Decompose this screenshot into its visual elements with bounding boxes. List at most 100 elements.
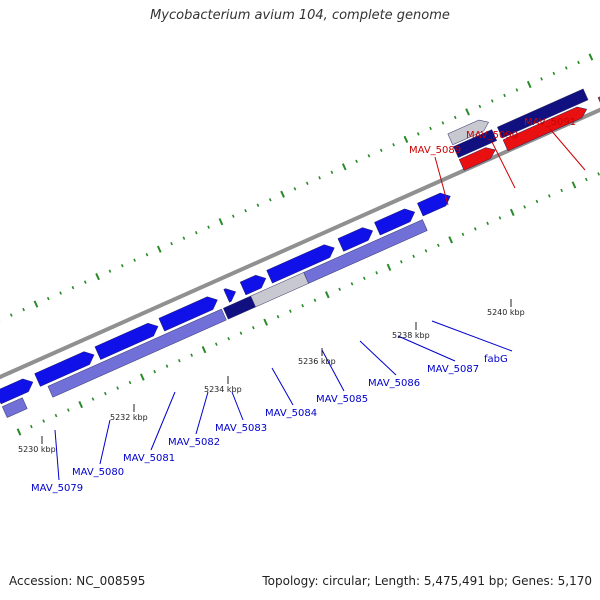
outer-tick <box>83 280 87 284</box>
label-leader <box>321 349 345 392</box>
inner-tick <box>42 419 46 423</box>
outer-tick <box>46 296 50 301</box>
label-leader <box>271 367 294 406</box>
inner-tick <box>190 353 194 357</box>
inner-tick <box>165 364 169 368</box>
gene-label: MAV_5079 <box>31 483 83 494</box>
gene-labels: MAV_5079 MAV_5080 MAV_5081 MAV_5082 MAV_5083… <box>31 117 576 494</box>
outer-tick <box>355 159 358 164</box>
inner-tick <box>448 236 453 244</box>
outer-tick <box>540 77 543 81</box>
inner-tick <box>584 177 588 182</box>
inner-tick <box>276 315 280 319</box>
outer-tick <box>22 307 25 312</box>
gene-label: MAV_5081 <box>123 453 175 464</box>
gene-label: MAV_5084 <box>265 408 317 419</box>
inner-tick <box>301 304 305 308</box>
gene-label: MAV_5082 <box>168 437 220 448</box>
kbp-label: 5236 kbp <box>298 357 336 366</box>
outer-tick <box>318 176 321 180</box>
outer-tick <box>515 88 519 92</box>
outer-tick <box>156 245 162 253</box>
forward-gene <box>34 351 95 387</box>
dark-gene <box>453 129 498 158</box>
inner-tick <box>486 221 489 226</box>
outer-tick <box>490 99 494 103</box>
gene-features <box>0 88 600 418</box>
outer-tick <box>231 214 235 218</box>
inner-tick <box>362 276 366 280</box>
label-leader-red <box>491 141 516 189</box>
label-leader <box>54 429 60 481</box>
inner-tick <box>436 243 440 248</box>
kbp-ticks <box>0 53 600 436</box>
gene-label-red: MAV_5090 <box>466 130 518 141</box>
forward-gene <box>223 288 237 303</box>
reverse-red-gene <box>458 147 496 171</box>
inner-tick <box>288 309 292 313</box>
inner-tick <box>91 397 95 401</box>
outer-tick <box>341 163 347 171</box>
reverse-red-gene <box>502 106 588 152</box>
label-leader <box>397 335 456 362</box>
outer-tick <box>564 66 568 70</box>
kbp-label: 5240 kbp <box>487 308 525 317</box>
label-leaders <box>54 128 586 481</box>
inner-tick <box>239 331 243 335</box>
outer-tick <box>503 93 506 98</box>
kbp-label: 5232 kbp <box>110 413 148 422</box>
outer-tick <box>33 300 39 308</box>
inner-tick <box>350 282 354 286</box>
reverse-gene <box>303 219 428 284</box>
inner-tick <box>153 369 157 374</box>
inner-tick <box>399 260 403 264</box>
gene-label: MAV_5086 <box>368 378 420 389</box>
outer-tick <box>441 121 445 125</box>
topology-summary: Topology: circular; Length: 5,475,491 bp… <box>262 574 592 588</box>
inner-tick <box>78 400 84 409</box>
outer-tick <box>465 108 470 116</box>
inner-tick <box>67 408 70 412</box>
inner-tick <box>375 271 378 275</box>
outer-tick <box>453 115 457 120</box>
inner-tick <box>313 298 317 302</box>
label-leader <box>150 391 176 451</box>
label-leader-red <box>549 128 586 171</box>
inner-tick <box>523 205 526 209</box>
reverse-gene <box>47 308 227 398</box>
outer-tick <box>392 143 395 147</box>
outer-tick <box>71 285 75 290</box>
outer-tick <box>403 135 409 143</box>
inner-tick <box>263 318 269 326</box>
inner-tick <box>547 194 551 198</box>
outer-tick <box>194 231 198 235</box>
forward-gene <box>337 227 374 252</box>
inner-tick <box>201 346 207 354</box>
inner-tick <box>30 424 33 429</box>
inner-tick <box>116 386 120 390</box>
forward-gene <box>374 208 416 236</box>
label-leader-red <box>434 156 449 206</box>
label-leader <box>231 391 244 421</box>
inner-tick <box>54 413 58 418</box>
inner-tick <box>509 208 515 217</box>
inner-tick <box>412 254 415 259</box>
outer-tick <box>379 148 383 153</box>
outer-tick <box>170 241 173 246</box>
outer-tick <box>429 126 432 131</box>
gene-label-red: MAV_5091 <box>524 117 576 128</box>
inner-tick <box>560 188 563 193</box>
kbp-label: 5230 kbp <box>18 445 56 454</box>
accession-text: Accession: NC_008595 <box>9 574 146 588</box>
forward-gene <box>94 322 159 360</box>
outer-tick <box>120 263 124 268</box>
outer-tick <box>133 258 136 262</box>
outer-tick <box>145 252 149 257</box>
outer-tick <box>577 60 580 65</box>
forward-gene <box>417 192 451 217</box>
outer-tick <box>268 198 272 202</box>
kbp-label: 5234 kbp <box>204 385 242 394</box>
forward-gene <box>158 296 218 332</box>
inner-tick <box>214 342 218 346</box>
